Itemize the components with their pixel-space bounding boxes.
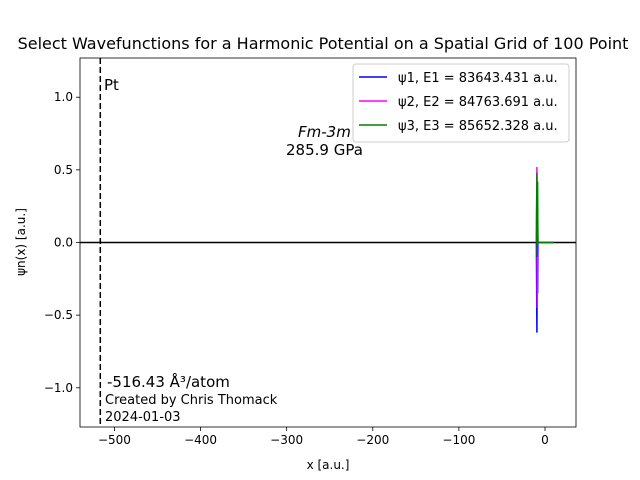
chart-title: Select Wavefunctions for a Harmonic Pote… (18, 34, 629, 53)
y-axis-label: ψn(x) [a.u.] (14, 208, 28, 276)
series-line-1 (535, 241, 554, 333)
series-line-3 (535, 172, 554, 258)
series-group (535, 166, 554, 333)
x-tick-label: −200 (356, 433, 389, 447)
x-tick-label: −100 (442, 433, 475, 447)
date-label: 2024-01-03 (105, 410, 181, 425)
series-line-2 (535, 166, 554, 308)
y-axis-ticks: 1.0 0.5 0.0 −0.5 −1.0 (44, 90, 80, 395)
pressure-label: 285.9 GPa (286, 141, 363, 159)
y-tick-label: −0.5 (44, 308, 73, 322)
y-tick-label: −1.0 (44, 381, 73, 395)
x-axis-ticks: −500 −400 −300 −200 −100 0 (98, 427, 549, 447)
x-tick-label: −500 (98, 433, 131, 447)
x-tick-label: −400 (184, 433, 217, 447)
element-label: Pt (104, 76, 119, 94)
volume-label: -516.43 Å³/atom (107, 372, 230, 391)
y-tick-label: 0.5 (54, 163, 73, 177)
x-axis-label: x [a.u.] (307, 458, 350, 472)
plot-area (79, 57, 577, 428)
x-tick-label: −300 (270, 433, 303, 447)
space-group-label: Fm-3m (298, 123, 351, 141)
legend: ψ1, E1 = 83643.431 a.u. ψ2, E2 = 84763.69… (352, 63, 570, 143)
y-tick-label: 1.0 (54, 90, 73, 104)
legend-label-1: ψ1, E1 = 83643.431 a.u. (398, 71, 558, 86)
legend-box (352, 63, 570, 143)
legend-label-3: ψ3, E3 = 85652.328 a.u. (398, 119, 558, 134)
author-label: Created by Chris Thomack (105, 393, 278, 408)
legend-label-2: ψ2, E2 = 84763.691 a.u. (398, 95, 558, 110)
x-tick-label: 0 (541, 433, 549, 447)
y-tick-label: 0.0 (54, 236, 73, 250)
